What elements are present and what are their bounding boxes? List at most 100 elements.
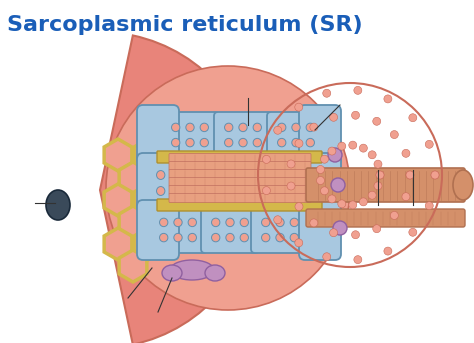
Circle shape [402, 193, 410, 201]
Ellipse shape [156, 170, 165, 179]
FancyBboxPatch shape [201, 207, 259, 253]
Circle shape [352, 231, 360, 239]
Circle shape [409, 228, 417, 236]
Circle shape [333, 221, 347, 235]
FancyBboxPatch shape [249, 159, 307, 207]
FancyBboxPatch shape [169, 169, 311, 178]
Circle shape [263, 155, 271, 163]
FancyBboxPatch shape [251, 207, 309, 253]
Circle shape [338, 142, 346, 150]
FancyBboxPatch shape [137, 105, 179, 165]
Circle shape [373, 225, 381, 233]
FancyBboxPatch shape [214, 112, 272, 158]
Ellipse shape [278, 138, 286, 147]
Circle shape [368, 191, 376, 199]
Circle shape [287, 160, 295, 168]
Ellipse shape [274, 170, 282, 179]
Circle shape [338, 200, 346, 208]
Ellipse shape [253, 123, 262, 132]
Ellipse shape [260, 170, 268, 179]
Ellipse shape [174, 233, 182, 242]
Ellipse shape [306, 138, 314, 147]
Circle shape [328, 195, 336, 203]
Ellipse shape [210, 187, 218, 196]
FancyBboxPatch shape [146, 159, 204, 207]
Ellipse shape [210, 170, 218, 179]
FancyBboxPatch shape [267, 112, 325, 158]
Circle shape [328, 147, 336, 155]
Circle shape [431, 171, 439, 179]
Circle shape [329, 229, 337, 237]
Ellipse shape [240, 218, 248, 227]
Circle shape [376, 171, 384, 179]
Circle shape [295, 139, 303, 147]
Circle shape [295, 103, 303, 111]
Ellipse shape [239, 123, 247, 132]
Circle shape [323, 89, 331, 97]
Ellipse shape [290, 233, 299, 242]
Circle shape [273, 216, 282, 224]
Circle shape [391, 211, 398, 220]
Circle shape [402, 149, 410, 157]
Circle shape [317, 165, 325, 174]
Ellipse shape [226, 218, 234, 227]
Ellipse shape [160, 233, 168, 242]
Circle shape [359, 144, 367, 152]
Circle shape [391, 131, 398, 139]
Ellipse shape [288, 170, 296, 179]
Circle shape [331, 178, 345, 192]
Circle shape [295, 203, 303, 211]
Circle shape [323, 253, 331, 261]
Ellipse shape [278, 123, 286, 132]
Ellipse shape [174, 218, 182, 227]
Ellipse shape [186, 123, 194, 132]
FancyBboxPatch shape [169, 193, 311, 202]
FancyBboxPatch shape [169, 154, 311, 163]
Circle shape [354, 86, 362, 94]
FancyBboxPatch shape [169, 177, 311, 187]
FancyBboxPatch shape [149, 207, 207, 253]
Ellipse shape [171, 187, 179, 196]
Ellipse shape [172, 138, 180, 147]
FancyBboxPatch shape [157, 199, 322, 211]
Circle shape [425, 140, 433, 148]
FancyBboxPatch shape [299, 153, 341, 213]
Circle shape [384, 95, 392, 103]
Circle shape [349, 141, 357, 149]
Circle shape [273, 126, 282, 134]
Circle shape [328, 148, 342, 162]
Ellipse shape [188, 218, 196, 227]
FancyBboxPatch shape [306, 209, 465, 227]
Ellipse shape [46, 190, 70, 220]
FancyBboxPatch shape [306, 168, 465, 202]
Ellipse shape [240, 233, 248, 242]
Circle shape [406, 171, 414, 179]
Circle shape [406, 171, 414, 179]
Ellipse shape [260, 187, 268, 196]
Ellipse shape [276, 218, 284, 227]
Circle shape [373, 117, 381, 125]
Ellipse shape [185, 170, 193, 179]
Ellipse shape [262, 218, 270, 227]
Circle shape [368, 151, 376, 159]
Ellipse shape [211, 218, 220, 227]
FancyBboxPatch shape [299, 105, 341, 165]
Ellipse shape [185, 187, 193, 196]
Ellipse shape [200, 123, 209, 132]
Circle shape [310, 123, 318, 131]
FancyBboxPatch shape [169, 186, 311, 194]
Ellipse shape [239, 138, 247, 147]
FancyBboxPatch shape [157, 151, 322, 163]
Ellipse shape [200, 138, 209, 147]
Ellipse shape [292, 123, 300, 132]
Ellipse shape [238, 187, 246, 196]
Ellipse shape [188, 233, 196, 242]
Ellipse shape [276, 233, 284, 242]
Ellipse shape [288, 187, 296, 196]
Circle shape [317, 177, 325, 185]
Circle shape [349, 201, 357, 209]
Ellipse shape [306, 123, 314, 132]
Circle shape [329, 113, 337, 121]
Ellipse shape [253, 138, 262, 147]
Circle shape [409, 114, 417, 122]
